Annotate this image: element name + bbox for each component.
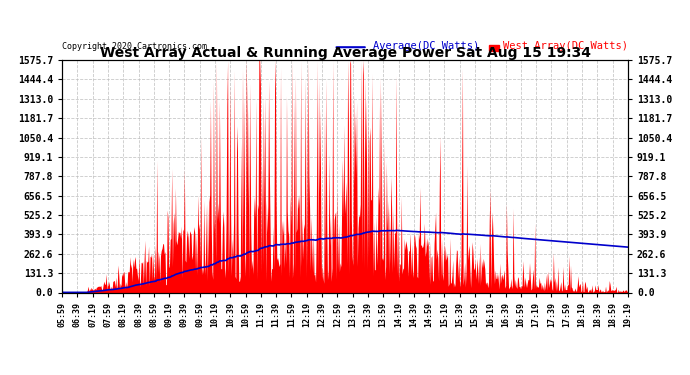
Text: West Array(DC Watts): West Array(DC Watts) xyxy=(504,41,629,51)
FancyBboxPatch shape xyxy=(489,45,500,51)
Title: West Array Actual & Running Average Power Sat Aug 15 19:34: West Array Actual & Running Average Powe… xyxy=(99,46,591,60)
Text: Average(DC Watts): Average(DC Watts) xyxy=(373,41,480,51)
Text: Copyright 2020 Cartronics.com: Copyright 2020 Cartronics.com xyxy=(62,42,207,51)
